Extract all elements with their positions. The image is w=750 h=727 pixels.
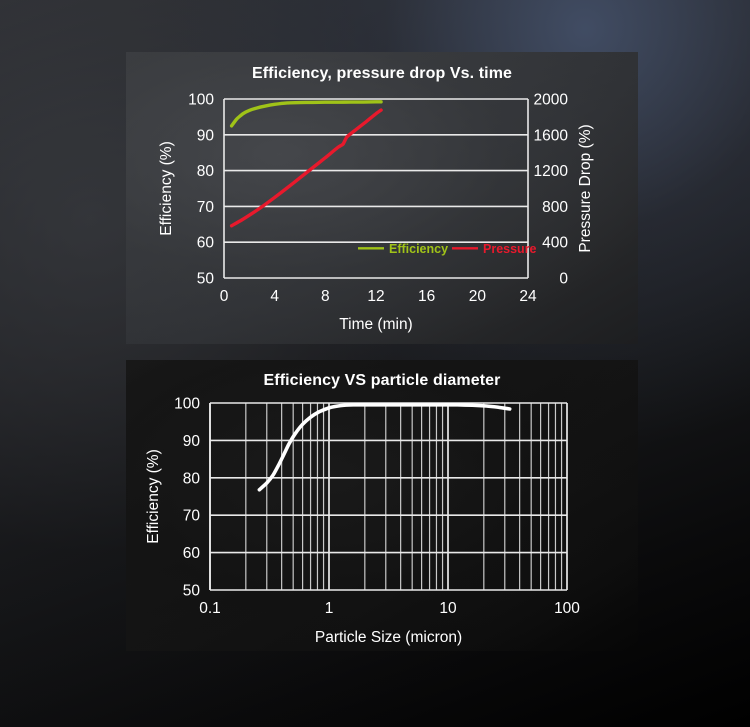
axis-title-y-left: Efficiency (%)	[158, 141, 175, 235]
xtick-label: 24	[519, 288, 537, 305]
ytick-label: 90	[183, 433, 201, 450]
xtick-label: 8	[321, 288, 330, 305]
ytick-label-left: 50	[197, 271, 215, 288]
ytick-label-left: 80	[197, 163, 215, 180]
xtick-label: 0.1	[199, 600, 221, 617]
axis-title-y: Efficiency (%)	[145, 449, 162, 543]
xtick-label: 10	[439, 600, 457, 617]
ytick-label-right: 800	[542, 199, 568, 216]
legend-label-efficiency: Efficiency	[389, 242, 448, 256]
plot-group-bottom: 50 60 70 80 90 100 0.1 1 10 100 Particle Size (mic…	[145, 396, 580, 647]
xtick-label: 16	[418, 288, 435, 305]
xtick-label: 4	[270, 288, 279, 305]
plot-group-top: 50 60 70 80 90 100 0 400 800 1200 1600 2000 0 4 8 12 16 2…	[158, 92, 594, 334]
ytick-label: 80	[183, 470, 201, 487]
series-line-efficiency	[229, 100, 383, 128]
chart-svg-bottom: 50 60 70 80 90 100 0.1 1 10 100 Particle Size (mic…	[145, 396, 580, 647]
xtick-label: 100	[554, 600, 580, 617]
chart-title-top: Efficiency, pressure drop Vs. time	[251, 65, 513, 82]
ytick-label-right: 1600	[534, 127, 569, 144]
series-line-pressure	[229, 108, 383, 228]
axis-title-y-right: Pressure Drop (%)	[577, 124, 594, 252]
ytick-label-left: 90	[197, 127, 215, 144]
ytick-label-left: 100	[188, 92, 214, 109]
ytick-label-right: 2000	[534, 92, 569, 109]
axis-title-x: Particle Size (micron)	[315, 629, 462, 646]
chart-svg-top: 50 60 70 80 90 100 0 400 800 1200 1600 2000 0 4 8 12 16 2…	[158, 92, 594, 334]
ytick-label-right: 1200	[534, 163, 569, 180]
chart-title-bottom: Efficiency VS particle diameter	[263, 372, 501, 389]
ytick-label: 50	[183, 583, 201, 600]
ytick-label-right: 400	[542, 235, 568, 252]
xtick-label: 0	[220, 288, 229, 305]
chart-panel-efficiency-particle-diameter: Efficiency VS particle diameter 50 60 70 80…	[126, 360, 638, 651]
ytick-label: 100	[174, 396, 200, 413]
ytick-label: 60	[183, 545, 201, 562]
legend-label-pressure: Pressure	[483, 242, 537, 256]
axis-title-x: Time (min)	[339, 316, 412, 333]
xtick-label: 1	[325, 600, 334, 617]
ytick-label-left: 60	[197, 235, 215, 252]
ytick-label: 70	[183, 508, 201, 525]
series-line-efficiency	[257, 403, 512, 492]
chart-panel-efficiency-pressure-time: Efficiency, pressure drop Vs. time 50 60 7…	[126, 52, 638, 344]
xtick-label: 12	[367, 288, 384, 305]
xtick-label: 20	[469, 288, 487, 305]
ytick-label-right: 0	[559, 271, 568, 288]
ytick-label-left: 70	[197, 199, 215, 216]
